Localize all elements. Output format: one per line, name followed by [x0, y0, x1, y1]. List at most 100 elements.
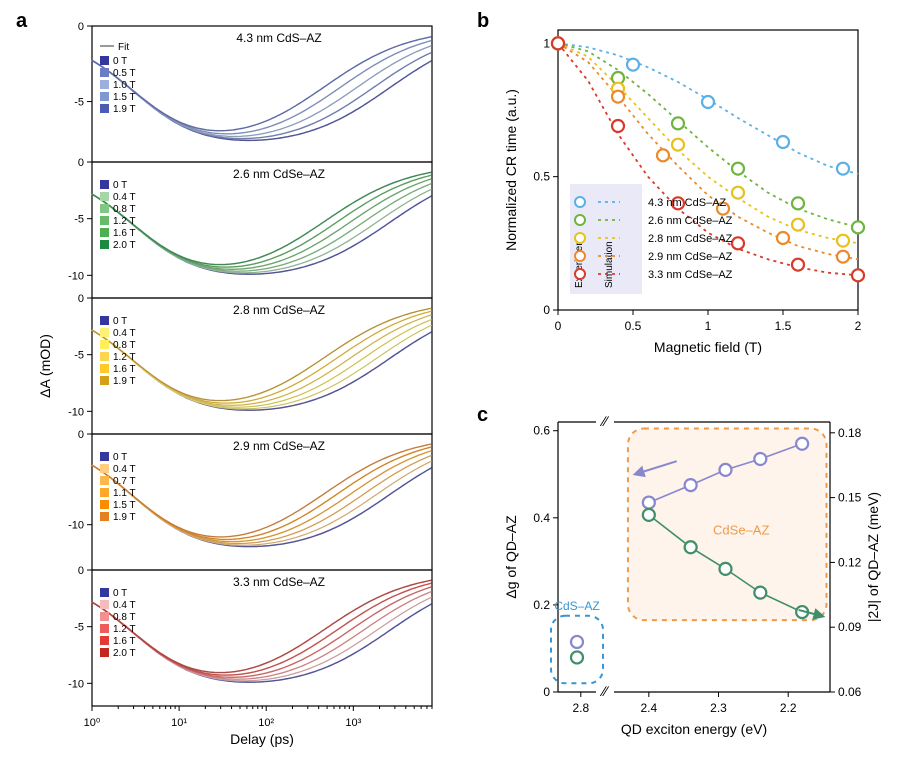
legend-label: 1.2 T — [113, 216, 136, 227]
trace-line — [92, 179, 432, 269]
legend-label: 0.8 T — [113, 204, 136, 215]
ytick-label: -5 — [74, 350, 84, 362]
data-marker — [852, 269, 864, 281]
trace-line — [92, 315, 432, 406]
trace-line — [92, 583, 432, 675]
ytick-label: -10 — [68, 520, 84, 532]
axis-break: ∕∕ — [600, 683, 610, 699]
data-marker — [777, 136, 789, 148]
ytick-label: -5 — [74, 97, 84, 109]
dg-marker — [685, 479, 697, 491]
legend-swatch — [100, 328, 109, 337]
fit-line — [92, 455, 432, 543]
xtick-label: 2.8 — [572, 701, 589, 715]
legend-label: 1.0 T — [113, 80, 136, 91]
xtick-label: 0.5 — [625, 319, 642, 333]
legend-swatch — [100, 476, 109, 485]
data-marker — [672, 139, 684, 151]
trace-line — [92, 319, 432, 407]
ytick-label: 0.2 — [533, 598, 550, 612]
legend-swatch — [100, 376, 109, 385]
cds-box — [551, 616, 603, 684]
ytick-label: 0.5 — [533, 170, 550, 184]
panel-a-ylabel: ΔA (mOD) — [37, 334, 53, 398]
legend-marker — [575, 251, 585, 261]
trace-line — [92, 308, 432, 400]
legend-swatch — [100, 488, 109, 497]
data-marker — [702, 96, 714, 108]
data-marker — [732, 187, 744, 199]
trace-line — [92, 52, 432, 138]
fit-line — [92, 308, 432, 400]
subpanel-frame — [92, 298, 432, 434]
legend-label: 3.3 nm CdSe–AZ — [648, 269, 733, 281]
legend-label: 0.7 T — [113, 476, 136, 487]
data-marker — [657, 149, 669, 161]
legend-swatch — [100, 452, 109, 461]
dg-marker — [796, 438, 808, 450]
fit-line — [92, 311, 432, 403]
legend-label: 2.9 nm CdSe–AZ — [648, 251, 733, 263]
legend-label: 0 T — [113, 452, 127, 463]
legend-label: 2.0 T — [113, 240, 136, 251]
trace-line — [92, 591, 432, 679]
panel-c-ylabel-right: |2J| of QD–AZ (meV) — [865, 492, 881, 622]
panel-b-xlabel: Magnetic field (T) — [654, 339, 762, 355]
legend-swatch — [100, 636, 109, 645]
xtick-label: 10¹ — [171, 717, 187, 729]
cds-box-label: CdS–AZ — [554, 599, 599, 613]
fit-line — [92, 41, 432, 134]
xtick-label: 2.2 — [780, 701, 797, 715]
data-marker — [852, 221, 864, 233]
ytick-label: 0 — [78, 429, 84, 441]
legend-swatch — [100, 464, 109, 473]
cdse-box-label: CdSe–AZ — [713, 522, 769, 537]
data-marker — [792, 259, 804, 271]
fit-legend-label: Fit — [118, 42, 129, 53]
legend-label: 0 T — [113, 180, 127, 191]
j-marker — [754, 587, 766, 599]
subpanel-title: 4.3 nm CdS–AZ — [236, 31, 321, 45]
xtick-label: 10⁰ — [84, 717, 101, 729]
legend-label: 0.4 T — [113, 192, 136, 203]
ytick-label: 0.4 — [533, 511, 550, 525]
ytick-label: -10 — [68, 270, 84, 282]
fit-line — [92, 444, 432, 537]
legend-label: 0 T — [113, 588, 127, 599]
legend-label: 1.6 T — [113, 364, 136, 375]
subpanel-frame — [92, 570, 432, 706]
trace-line — [92, 311, 432, 403]
fit-line — [92, 172, 432, 264]
xtick-label: 1.5 — [775, 319, 792, 333]
trace-line — [92, 37, 432, 131]
fit-line — [92, 175, 432, 267]
legend-swatch — [100, 180, 109, 189]
ytick-label: 1 — [543, 36, 550, 50]
legend-swatch — [100, 588, 109, 597]
dg-marker — [754, 453, 766, 465]
dg-marker — [719, 464, 731, 476]
subpanel-title: 2.9 nm CdSe–AZ — [233, 439, 325, 453]
legend-label: 2.6 nm CdSe–AZ — [648, 215, 733, 227]
legend-label: 0.8 T — [113, 612, 136, 623]
data-marker — [792, 219, 804, 231]
legend-swatch — [100, 352, 109, 361]
figure-root: a b c ΔA (mOD)Delay (ps)0-54.3 nm CdS–AZ… — [0, 0, 901, 768]
fit-line — [92, 315, 432, 406]
fit-line — [92, 451, 432, 542]
legend-label: 0 T — [113, 316, 127, 327]
data-marker — [612, 91, 624, 103]
legend-label: 1.2 T — [113, 624, 136, 635]
ytick-label: -5 — [74, 214, 84, 226]
data-marker — [837, 251, 849, 263]
axis-break: ∕∕ — [600, 413, 610, 429]
xtick-label: 1 — [705, 319, 712, 333]
legend-marker — [575, 197, 585, 207]
trace-line — [92, 580, 432, 672]
panel-a-label: a — [16, 10, 27, 33]
legend-header: Experiment — [574, 237, 585, 288]
legend-label: 0.8 T — [113, 340, 136, 351]
ytick-label: 0.06 — [838, 685, 862, 699]
data-marker — [612, 120, 624, 132]
data-marker — [627, 59, 639, 71]
